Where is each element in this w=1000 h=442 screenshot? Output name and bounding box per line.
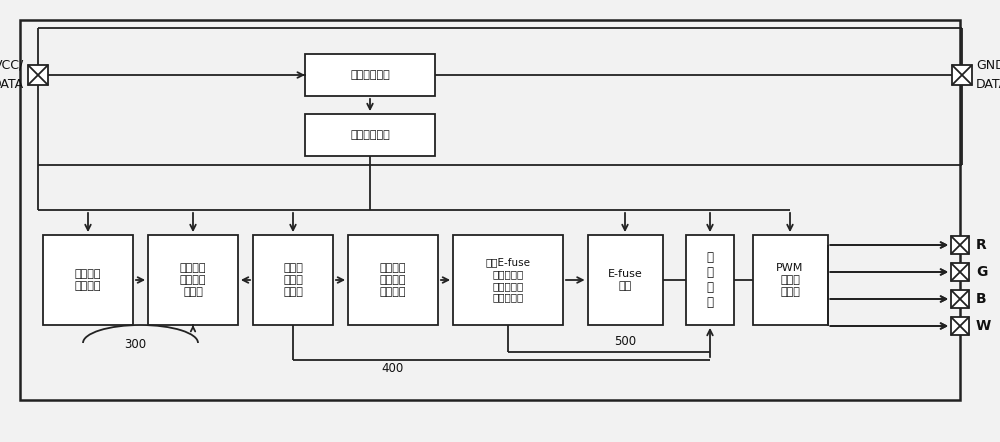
Bar [305, 114, 435, 156]
Bar [148, 235, 238, 325]
Bar [588, 235, 662, 325]
Text: 电源供电模块: 电源供电模块 [350, 130, 390, 140]
Text: 数据采样
校准模块: 数据采样 校准模块 [75, 269, 101, 291]
Text: 300: 300 [124, 338, 147, 351]
Bar [951, 317, 969, 335]
Bar [305, 54, 435, 96]
Text: 判断E-fuse
地址和芯片
初始地址相
同与否模块: 判断E-fuse 地址和芯片 初始地址相 同与否模块 [486, 258, 530, 302]
Text: 400: 400 [382, 362, 404, 375]
Text: 电源线采
样传输数
据模块: 电源线采 样传输数 据模块 [180, 263, 206, 297]
Text: PWM
恒流输
出驱动: PWM 恒流输 出驱动 [776, 263, 804, 297]
Text: B: B [976, 292, 987, 306]
Text: DATA: DATA [976, 79, 1000, 91]
Bar [952, 65, 972, 85]
Bar [348, 235, 438, 325]
Text: R: R [976, 238, 987, 252]
Bar [686, 235, 734, 325]
Bar [20, 20, 960, 400]
Bar [253, 235, 333, 325]
Text: 500: 500 [614, 335, 636, 348]
Bar [753, 235, 828, 325]
Text: VCC/: VCC/ [0, 58, 24, 72]
Text: 振荡电
路、复
位电路: 振荡电 路、复 位电路 [283, 263, 303, 297]
Text: E-fuse
模块: E-fuse 模块 [608, 269, 642, 291]
Text: 指令设置
芯片初始
状态模块: 指令设置 芯片初始 状态模块 [380, 263, 406, 297]
Text: GND/: GND/ [976, 58, 1000, 72]
Bar [28, 65, 48, 85]
Bar [43, 235, 133, 325]
Text: G: G [976, 265, 987, 279]
Text: DATA: DATA [0, 79, 24, 91]
Text: W: W [976, 319, 991, 333]
Bar [453, 235, 563, 325]
Text: 电压鈵位模块: 电压鈵位模块 [350, 70, 390, 80]
Bar [951, 263, 969, 281]
Text: 数
据
存
储: 数 据 存 储 [706, 251, 714, 309]
Bar [951, 236, 969, 254]
Bar [951, 290, 969, 308]
